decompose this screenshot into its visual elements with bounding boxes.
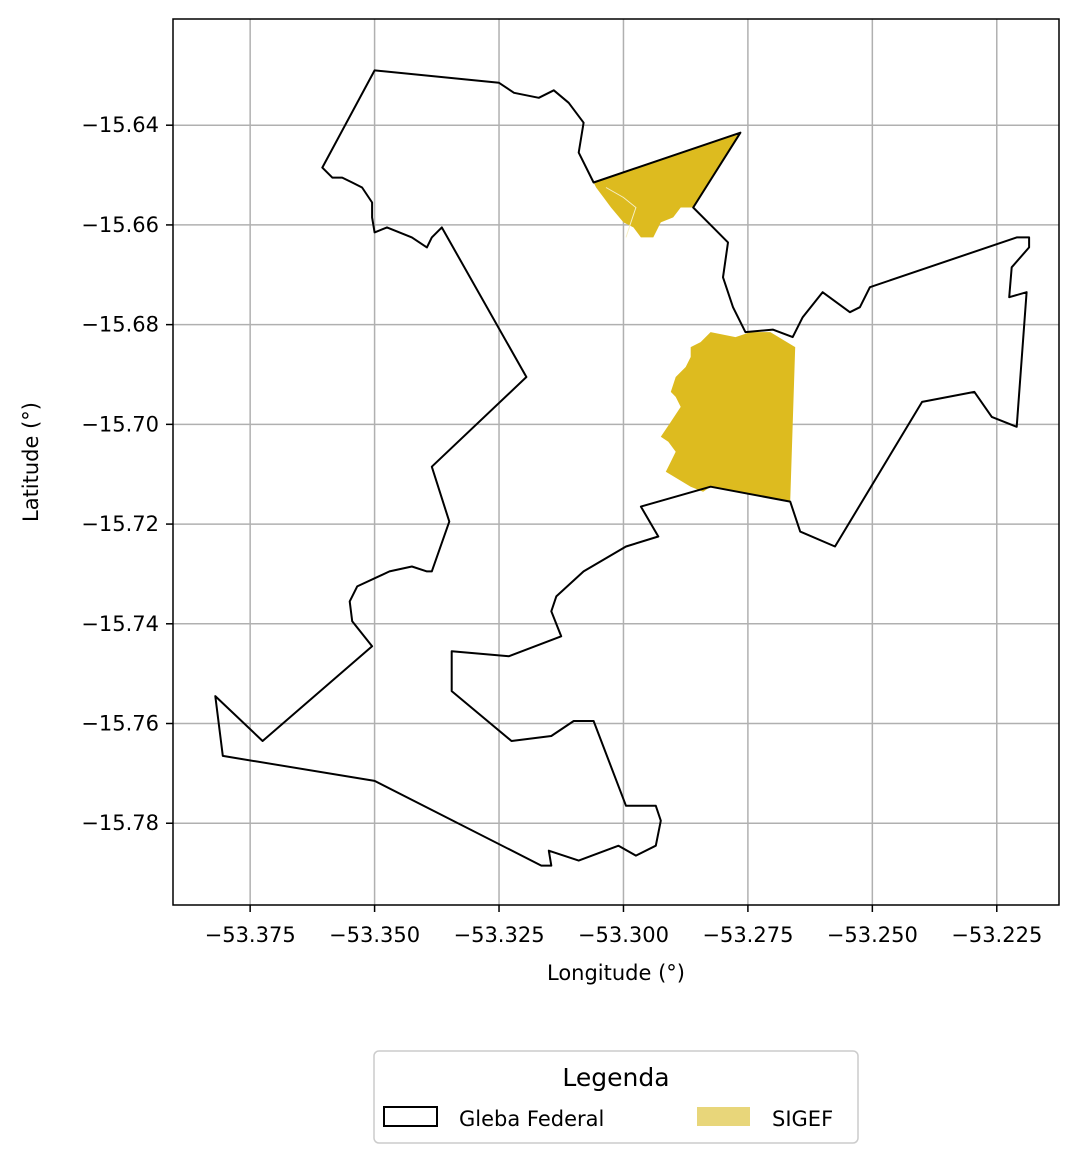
y-tick-label: −15.76 bbox=[81, 712, 159, 736]
legend-label-sigef: SIGEF bbox=[772, 1107, 833, 1131]
gleba-federal-boundary bbox=[214, 69, 1031, 867]
legend-label-gleba-federal: Gleba Federal bbox=[459, 1107, 604, 1131]
x-axis-ticks: −53.375 −53.350 −53.325 −53.300 −53.275 −53.2… bbox=[205, 905, 1042, 947]
map-shapes bbox=[214, 69, 1031, 867]
y-axis-ticks: −15.64 −15.66 −15.68 −15.70 −15.72 −15.74 −15.… bbox=[81, 113, 173, 835]
y-axis-label: Latitude (°) bbox=[19, 402, 43, 522]
x-tick-label: −53.275 bbox=[702, 923, 793, 947]
legend-swatch-gleba-federal bbox=[383, 1106, 438, 1127]
y-tick-label: −15.66 bbox=[81, 213, 159, 237]
x-axis-label: Longitude (°) bbox=[547, 961, 685, 985]
y-tick-label: −15.70 bbox=[81, 412, 159, 436]
x-tick-label: −53.225 bbox=[951, 923, 1042, 947]
x-tick-label: −53.300 bbox=[578, 923, 669, 947]
x-tick-label: −53.375 bbox=[205, 923, 296, 947]
sigef-parcel bbox=[593, 132, 741, 238]
x-tick-label: −53.350 bbox=[329, 923, 420, 947]
y-tick-label: −15.68 bbox=[81, 313, 159, 337]
legend-swatch-sigef bbox=[697, 1107, 750, 1126]
x-tick-label: −53.325 bbox=[453, 923, 544, 947]
plot-frame bbox=[172, 18, 1060, 906]
y-tick-label: −15.64 bbox=[81, 113, 159, 137]
x-tick-label: −53.250 bbox=[827, 923, 918, 947]
legend: Legenda Gleba Federal SIGEF bbox=[373, 1050, 859, 1144]
sigef-parcel bbox=[660, 332, 796, 502]
y-tick-label: −15.72 bbox=[81, 512, 159, 536]
legend-title: Legenda bbox=[562, 1063, 669, 1092]
y-tick-label: −15.74 bbox=[81, 612, 159, 636]
y-tick-label: −15.78 bbox=[81, 811, 159, 835]
sigef-parcel-divider bbox=[605, 187, 637, 238]
